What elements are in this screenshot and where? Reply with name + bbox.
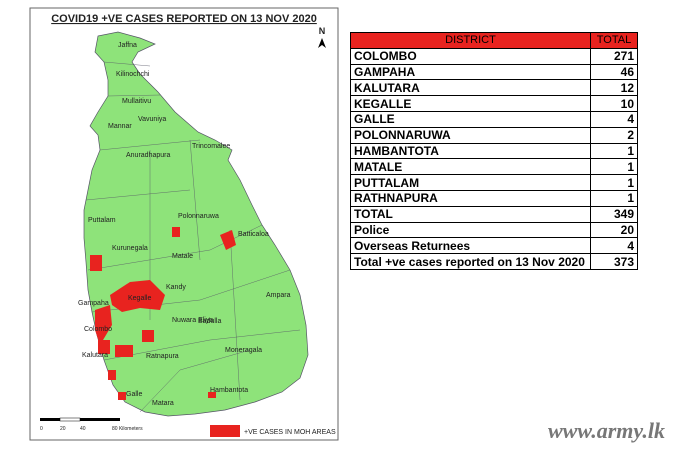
district-cell: MATALE [350, 158, 591, 176]
total-cell: 4 [590, 237, 638, 255]
district-cell: TOTAL [350, 205, 591, 223]
total-cell: 373 [590, 253, 638, 270]
place-label: Galle [126, 391, 142, 398]
table-header: TOTAL [590, 32, 638, 49]
total-cell: 4 [590, 110, 638, 128]
map-title: COVID19 +VE CASES REPORTED ON 13 NOV 202… [51, 13, 317, 25]
district-cell: KALUTARA [350, 79, 591, 97]
scale-label: 20 [60, 426, 66, 432]
place-label: Puttalam [88, 217, 116, 224]
total-cell: 1 [590, 174, 638, 191]
total-cell: 20 [590, 221, 638, 239]
place-label: Nuwara Eliya [172, 317, 213, 324]
district-cell: GAMPAHA [350, 63, 591, 81]
table-row: PUTTALAM 1 [350, 174, 638, 191]
case-areas [90, 227, 236, 400]
scale-label: 0 [40, 426, 43, 432]
watermark: www.army.lk [548, 418, 665, 443]
table-row: Total +ve cases reported on 13 Nov 2020 3… [350, 253, 638, 270]
table-header: DISTRICT [350, 32, 591, 49]
place-label: Anuradhapura [126, 152, 170, 159]
place-label: Kandy [166, 284, 186, 291]
table-row: KEGALLE 10 [350, 95, 638, 112]
district-cell: GALLE [350, 110, 591, 128]
table-row: Overseas Returnees 4 [350, 237, 638, 255]
scale-label: 40 [80, 426, 86, 432]
island [83, 31, 309, 417]
table-row: TOTAL 349 [350, 205, 638, 223]
place-label: Ampara [266, 292, 291, 299]
total-cell: 46 [590, 63, 638, 81]
cases-table: DISTRICT TOTAL COLOMBO 271 GAMPAHA 46 KALUTARA… [350, 32, 638, 270]
district-cell: KEGALLE [350, 95, 591, 112]
table-row: POLONNARUWA 2 [350, 126, 638, 144]
district-cell: Police [350, 221, 591, 239]
place-label: Vavuniya [138, 116, 166, 123]
place-label: Mannar [108, 123, 132, 130]
district-cell: POLONNARUWA [350, 126, 591, 144]
place-label: Mullaitivu [122, 98, 151, 105]
place-label: Badulla [198, 318, 221, 325]
place-label: Ratnapura [146, 353, 179, 360]
total-cell: 1 [590, 189, 638, 207]
total-cell: 12 [590, 79, 638, 97]
district-cell: PUTTALAM [350, 174, 591, 191]
district-cell: COLOMBO [350, 47, 591, 65]
district-cell: Total +ve cases reported on 13 Nov 2020 [350, 253, 591, 270]
place-label: Polonnaruwa [178, 213, 219, 220]
place-label: Batticaloa [238, 231, 269, 238]
north-arrow [318, 38, 326, 48]
table-row: COLOMBO 271 [350, 47, 638, 65]
table-row: GALLE 4 [350, 110, 638, 128]
place-label: Kurunegala [112, 245, 148, 252]
total-cell: 349 [590, 205, 638, 223]
table-row: RATHNAPURA 1 [350, 189, 638, 207]
total-cell: 10 [590, 95, 638, 112]
place-label: Kalutara [82, 352, 108, 359]
north-label: N [319, 26, 326, 36]
place-label: Hambantota [210, 387, 248, 394]
legend-swatch [210, 425, 240, 437]
total-cell: 1 [590, 158, 638, 176]
place-label: Kegalle [128, 295, 151, 302]
total-cell: 271 [590, 47, 638, 65]
place-label: Moneragala [225, 347, 262, 354]
place-label: Kilinochchi [116, 71, 150, 78]
scale-bar [40, 417, 120, 422]
place-label: Colombo [84, 326, 112, 333]
place-label: Matale [172, 253, 193, 260]
total-cell: 1 [590, 142, 638, 160]
table-row: HAMBANTOTA 1 [350, 142, 638, 160]
place-label: Trincomalee [192, 143, 230, 150]
district-cell: Overseas Returnees [350, 237, 591, 255]
place-label: Matara [152, 400, 174, 407]
table-row: Police 20 [350, 221, 638, 239]
legend-label: +VE CASES IN MOH AREAS [244, 429, 336, 436]
place-label: Gampaha [78, 300, 109, 307]
district-cell: HAMBANTOTA [350, 142, 591, 160]
table-row: KALUTARA 12 [350, 79, 638, 97]
table-row: MATALE 1 [350, 158, 638, 176]
district-borders [85, 61, 301, 413]
map-panel: COVID19 +VE CASES REPORTED ON 13 NOV 202… [29, 7, 339, 441]
table-row: GAMPAHA 46 [350, 63, 638, 81]
place-label: Jaffna [118, 42, 137, 49]
district-cell: RATHNAPURA [350, 189, 591, 207]
total-cell: 2 [590, 126, 638, 144]
scale-label: 80 Kilometers [112, 426, 143, 432]
